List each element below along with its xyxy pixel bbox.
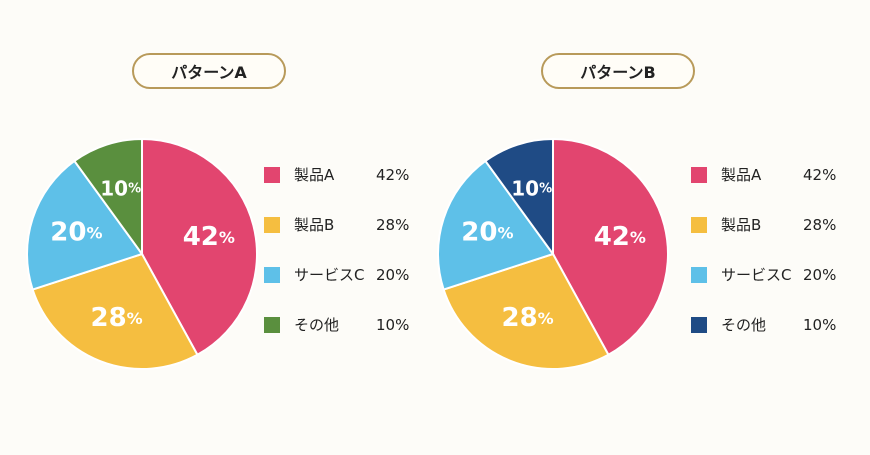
legend-value: 10% <box>376 315 410 334</box>
slice-other <box>73 137 143 258</box>
slice-data-label: 28% <box>90 303 142 333</box>
slice-product-a <box>552 137 669 357</box>
pie-chart-b: 42% 28% 20% 10% <box>437 137 669 370</box>
slice-service-c <box>26 159 144 291</box>
legend-swatch <box>264 316 280 333</box>
legend-swatch <box>264 266 280 283</box>
legend-value: 42% <box>376 165 410 184</box>
legend-label: サービスC <box>294 266 365 284</box>
legend-item: 製品B 28% <box>691 212 851 237</box>
slice-data-label: 42% <box>183 222 235 252</box>
slice-product-b <box>31 252 199 370</box>
legend-swatch <box>264 166 280 183</box>
slice-data-label: 20% <box>461 218 513 248</box>
legend-label: その他 <box>294 316 340 334</box>
chart-panel-a: パターンA 42% 28% 20% 10% 製品A 42% 製品B 28% サービスC… <box>26 53 424 370</box>
legend-value: 20% <box>376 265 410 284</box>
slice-data-label: 42% <box>594 222 646 252</box>
legend-swatch <box>691 166 707 183</box>
slice-data-label: 28% <box>501 303 553 333</box>
legend-swatch <box>691 266 707 283</box>
chart-panel-b: パターンB 42% 28% 20% 10% 製品A 42% 製品B 28% サービスC… <box>435 0 870 455</box>
legend-label: その他 <box>721 316 767 334</box>
chart-title-a: パターンA <box>132 53 286 89</box>
slice-product-b <box>442 252 610 370</box>
legend-label: 製品A <box>721 166 762 184</box>
slice-other <box>484 137 554 258</box>
legend-b: 製品A 42% 製品B 28% サービスC 20% その他 10% <box>691 162 851 362</box>
legend-value: 28% <box>803 215 837 234</box>
legend-item: 製品A 42% <box>264 162 424 187</box>
legend-item: その他 10% <box>691 312 851 337</box>
legend-label: 製品B <box>294 216 335 234</box>
legend-item: その他 10% <box>264 312 424 337</box>
legend-item: サービスC 20% <box>264 262 424 287</box>
legend-value: 28% <box>376 215 410 234</box>
chart-title-b: パターンB <box>541 53 695 89</box>
legend-a: 製品A 42% 製品B 28% サービスC 20% その他 10% <box>264 162 424 362</box>
legend-swatch <box>691 316 707 333</box>
legend-swatch <box>264 216 280 233</box>
legend-label: サービスC <box>721 266 792 284</box>
legend-item: 製品B 28% <box>264 212 424 237</box>
legend-label: 製品B <box>721 216 762 234</box>
legend-value: 10% <box>803 315 837 334</box>
slice-data-label: 10% <box>100 176 141 200</box>
legend-swatch <box>691 216 707 233</box>
legend-item: 製品A 42% <box>691 162 851 187</box>
slice-data-label: 20% <box>50 218 102 248</box>
legend-value: 20% <box>803 265 837 284</box>
legend-label: 製品A <box>294 166 335 184</box>
legend-item: サービスC 20% <box>691 262 851 287</box>
slice-product-a <box>141 137 258 357</box>
pie-chart-a: 42% 28% 20% 10% <box>26 137 258 370</box>
slice-service-c <box>437 159 555 291</box>
legend-value: 42% <box>803 165 837 184</box>
slice-data-label: 10% <box>511 176 552 200</box>
